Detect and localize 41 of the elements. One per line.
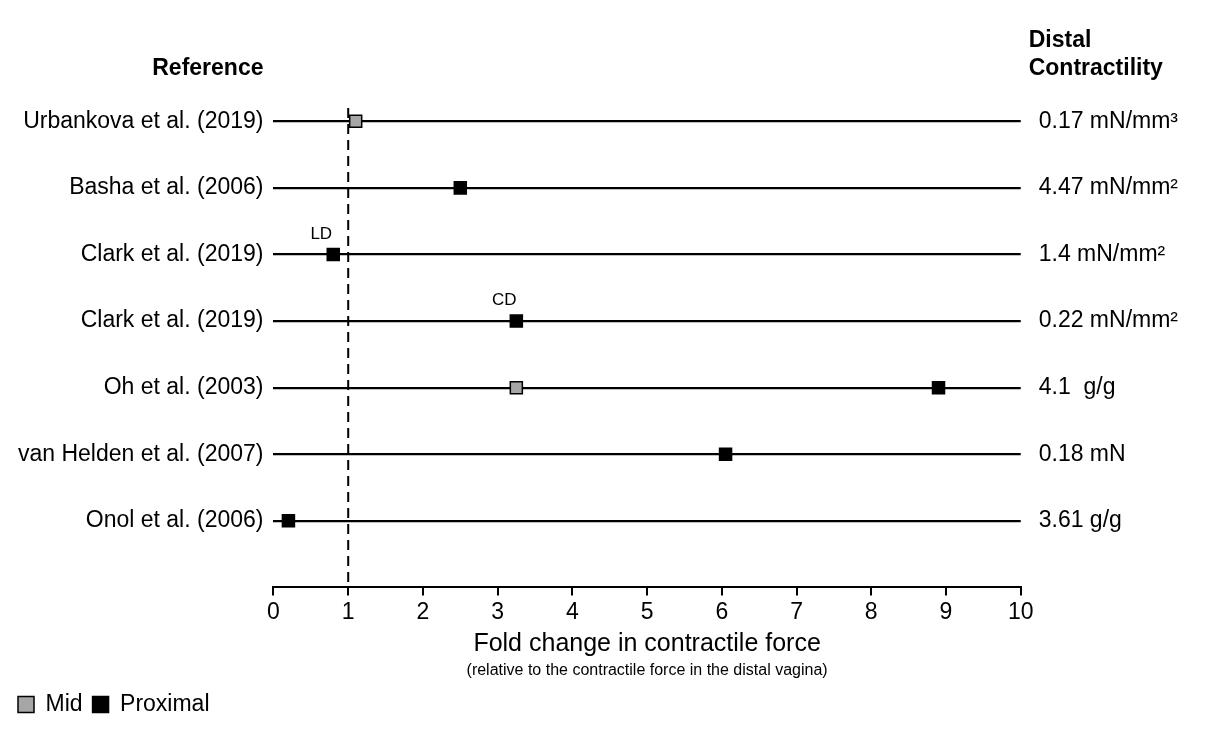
x-tick-label: 1 <box>341 597 355 624</box>
x-tick-label: 9 <box>939 597 953 624</box>
point <box>509 380 524 395</box>
point <box>509 314 524 328</box>
data-label: CD <box>492 290 517 310</box>
y-tick-label: Clark et al. (2019) <box>80 239 264 266</box>
x-tick-label: 5 <box>640 597 654 624</box>
x-tick-label: 8 <box>864 597 878 624</box>
y-tick-label: Clark et al. (2019) <box>80 306 264 333</box>
point <box>281 514 296 528</box>
point <box>348 114 363 129</box>
y2-tick-label: 4.47 mN/mm² <box>1038 173 1179 200</box>
y2-tick-label: 0.22 mN/mm² <box>1038 306 1179 333</box>
y-tick-label: Urbankova et al. (2019) <box>23 106 264 133</box>
y-tick-label: Oh et al. (2003) <box>103 372 264 399</box>
x-tick-label: 7 <box>790 597 803 624</box>
x-tick-label: 3 <box>491 597 505 624</box>
y-tick-label: Onol et al. (2006) <box>85 506 264 533</box>
x-tick-label: 4 <box>565 597 579 624</box>
y2-tick-label: 4.1 g/g <box>1038 372 1116 399</box>
text: (relative to the contractile force in the distal vagina) <box>466 661 828 679</box>
legend-label: Mid <box>45 689 83 716</box>
y2-tick-label: 0.18 mN <box>1038 439 1126 466</box>
data-label: LD <box>310 223 333 243</box>
y2-axis-title: Distal Contractility <box>1028 25 1164 80</box>
y-axis-title: Reference <box>152 53 264 80</box>
legend-label: Proximal <box>120 689 210 716</box>
point <box>326 247 341 262</box>
point <box>453 181 468 195</box>
x-tick-label: 0 <box>267 597 280 624</box>
x-axis-title: Fold change in contractile force <box>473 627 821 656</box>
y-tick-label: Basha et al. (2006) <box>69 173 264 200</box>
x-tick-label: 10 <box>1007 597 1034 624</box>
y2-tick-label: 3.61 g/g <box>1038 506 1122 533</box>
point <box>931 380 946 395</box>
x-tick-label: 2 <box>416 597 430 624</box>
y-tick-label: van Helden et al. (2007) <box>17 439 264 466</box>
point <box>718 447 733 461</box>
y2-tick-label: 0.17 mN/mm³ <box>1038 106 1179 133</box>
y2-tick-label: 1.4 mN/mm² <box>1038 239 1166 266</box>
x-tick-label: 6 <box>715 597 729 624</box>
